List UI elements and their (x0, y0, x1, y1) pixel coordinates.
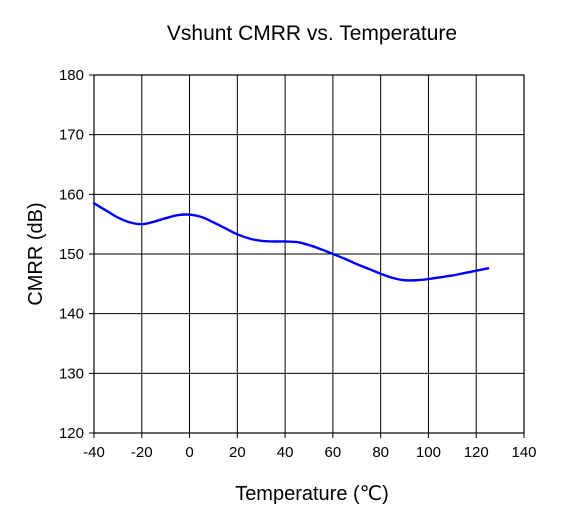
x-tick-label: 100 (416, 444, 441, 461)
cmrr-series-line (92, 202, 490, 282)
y-tick-label: 120 (59, 425, 84, 442)
x-axis-ticks: -40 -20 0 20 40 60 80 100 120 140 (83, 433, 537, 461)
y-tick-label: 140 (59, 306, 84, 323)
y-axis-label: CMRR (dB) (25, 202, 47, 305)
y-tick-label: 150 (59, 246, 84, 263)
y-tick-label: 160 (59, 186, 84, 203)
x-tick-label: 120 (464, 444, 489, 461)
x-tick-label: -40 (83, 444, 105, 461)
y-axis-ticks: 120 130 140 150 160 170 180 (59, 67, 94, 442)
y-tick-label: 170 (59, 127, 84, 144)
x-tick-label: 0 (185, 444, 193, 461)
grid-lines (94, 75, 524, 433)
chart-title: Vshunt CMRR vs. Temperature (167, 22, 457, 45)
x-tick-label: 40 (277, 444, 294, 461)
x-axis-label: Temperature (℃) (235, 483, 389, 505)
x-tick-label: 80 (372, 444, 389, 461)
y-tick-label: 180 (59, 67, 84, 84)
y-tick-label: 130 (59, 365, 84, 382)
x-tick-label: 60 (325, 444, 342, 461)
x-tick-label: 20 (229, 444, 246, 461)
x-tick-label: -20 (131, 444, 153, 461)
x-tick-label: 140 (511, 444, 536, 461)
